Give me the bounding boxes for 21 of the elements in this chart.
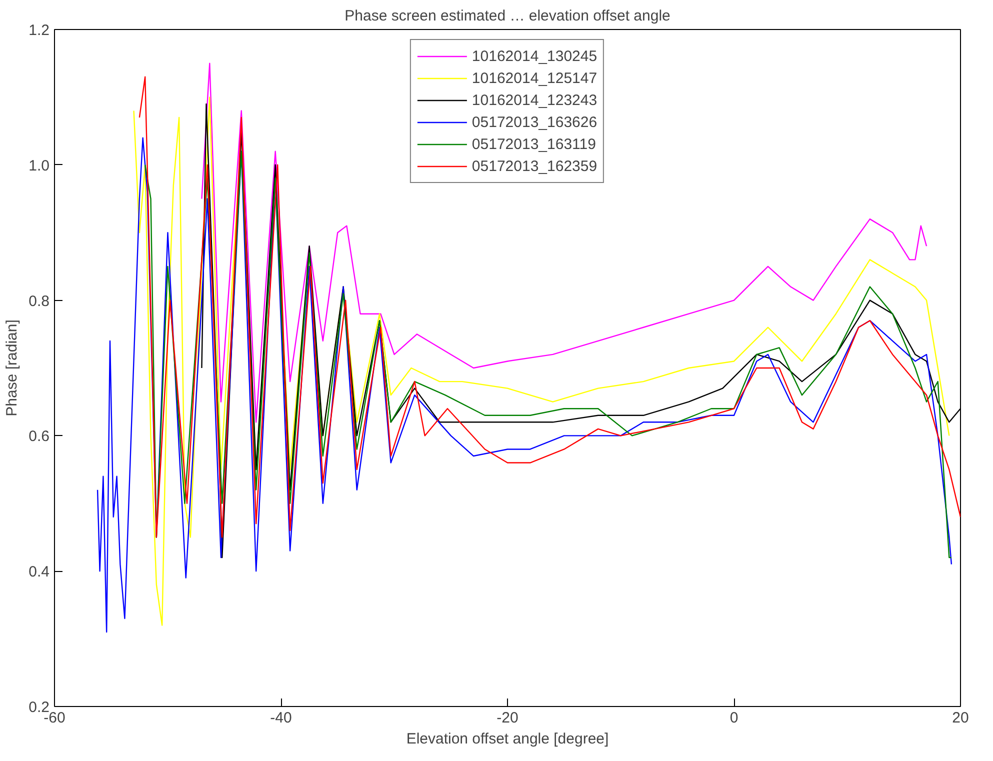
x-tick-label: -40 <box>270 710 292 726</box>
y-tick-label: 0.4 <box>28 564 50 581</box>
y-tick-label: 1.2 <box>28 22 50 39</box>
x-tick-label: 20 <box>952 710 969 726</box>
y-tick-label: 1.0 <box>28 157 50 174</box>
legend-label: 10162014_123243 <box>472 92 598 108</box>
line-series <box>201 62 928 423</box>
legend-label: 10162014_130245 <box>472 48 598 64</box>
x-tick-label: 0 <box>730 710 738 726</box>
chart-title: Phase screen estimated … elevation offset angle <box>344 8 670 24</box>
y-tick-label: 0.6 <box>28 428 50 446</box>
x-tick-label: -20 <box>496 710 518 726</box>
y-tick-label: 0.8 <box>28 292 50 310</box>
legend-label: 05172013_163119 <box>472 136 596 152</box>
x-axis-title: Elevation offset angle [degree] <box>406 730 609 748</box>
legend-label: 05172013_162359 <box>472 158 598 174</box>
line-series <box>144 150 952 558</box>
y-axis-title: Phase [radian] <box>4 320 21 416</box>
legend-label: 05172013_163626 <box>472 114 598 130</box>
y-tick-label: 0.2 <box>28 699 50 716</box>
legend-label: 10162014_125147 <box>472 70 598 86</box>
